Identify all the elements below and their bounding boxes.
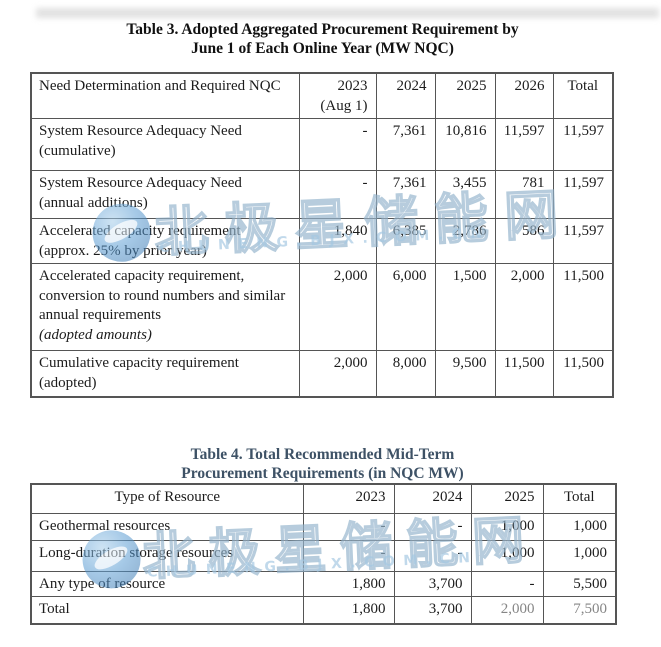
table3-title: Table 3. Adopted Aggregated Procurement …	[30, 21, 615, 59]
row-label: Geothermal resources	[30, 512, 304, 541]
table-row: Any type of resource 1,800 3,700 - 5,500	[30, 570, 617, 597]
cell-value: 3,455	[434, 170, 496, 219]
scan-artifact-band	[36, 8, 659, 18]
row-label-sub: (annual additions)	[39, 194, 148, 211]
table4-header-total: Total	[542, 483, 617, 514]
cell-value: 5,500	[542, 570, 617, 597]
cell-value: 1,000	[470, 539, 544, 572]
cell-value: 9,500	[434, 350, 496, 397]
cell-value: 6,000	[375, 263, 436, 351]
row-label-sub: (adopted)	[39, 374, 97, 391]
cell-value: 7,361	[375, 170, 436, 219]
cell-value: 6,385	[375, 218, 436, 264]
table3-header-2023-year: 2023	[337, 78, 368, 94]
cell-value: 2,786	[434, 218, 496, 264]
table3-header-2025: 2025	[434, 72, 496, 119]
table3-header-2026: 2026	[494, 72, 554, 119]
row-label-text: System Resource Adequacy Need	[39, 175, 242, 191]
cell-value: 781	[494, 170, 554, 219]
table3-header-2023: 2023 (Aug 1)	[298, 72, 377, 119]
table4-title-line2: Procurement Requirements (in NQC MW)	[181, 464, 464, 482]
table3-header-2024: 2024	[375, 72, 436, 119]
table-row: Long-duration storage resources - - 1,00…	[30, 539, 617, 572]
cell-value: 1,800	[302, 570, 395, 597]
cell-value: 11,597	[494, 118, 554, 171]
cell-value: 1,840	[298, 218, 377, 264]
cell-value: 7,500	[542, 596, 617, 624]
table4-header-row: Type of Resource 2023 2024 2025 Total	[30, 483, 617, 514]
row-label: Cumulative capacity requirement (adopted…	[30, 350, 300, 397]
table4-header-2025: 2025	[470, 483, 544, 514]
row-label: Total	[30, 596, 304, 624]
cell-value: 3,700	[393, 596, 472, 624]
table-row: Accelerated capacity requirement, conver…	[30, 263, 614, 351]
table-row: Cumulative capacity requirement (adopted…	[30, 350, 614, 397]
row-label-text: Accelerated capacity requirement	[39, 223, 241, 239]
cell-value: -	[393, 512, 472, 541]
row-label: Long-duration storage resources	[30, 539, 304, 572]
cell-value: 586	[494, 218, 554, 264]
cell-value: -	[393, 539, 472, 572]
table3-title-line1: Table 3. Adopted Aggregated Procurement …	[126, 21, 519, 38]
cell-value: 11,597	[552, 170, 614, 219]
row-label-sub: (cumulative)	[39, 142, 116, 159]
cell-value: 10,816	[434, 118, 496, 171]
cell-value: 11,597	[552, 118, 614, 171]
cell-value: 2,000	[298, 263, 377, 351]
row-label: Any type of resource	[30, 570, 304, 597]
table4-title: Table 4. Total Recommended Mid-Term Proc…	[30, 446, 615, 484]
table-row: System Resource Adequacy Need (annual ad…	[30, 170, 614, 219]
cell-value: 2,000	[298, 350, 377, 397]
row-label-sub: (approx. 25% by prior year)	[39, 242, 207, 259]
cell-value: 1,000	[470, 512, 544, 541]
table3-title-line2: June 1 of Each Online Year (MW NQC)	[191, 39, 454, 57]
table4-header-2024: 2024	[393, 483, 472, 514]
cell-value: -	[298, 118, 377, 171]
table-row: Accelerated capacity requirement (approx…	[30, 218, 614, 264]
row-label: Accelerated capacity requirement (approx…	[30, 218, 300, 264]
cell-value: 3,700	[393, 570, 472, 597]
row-label: System Resource Adequacy Need (annual ad…	[30, 170, 300, 219]
table-row-total: Total 1,800 3,700 2,000 7,500	[30, 596, 617, 624]
cell-value: -	[302, 512, 395, 541]
cell-value: 1,500	[434, 263, 496, 351]
row-label: System Resource Adequacy Need (cumulativ…	[30, 118, 300, 171]
table4-header-label: Type of Resource	[30, 483, 304, 514]
row-label-text: System Resource Adequacy Need	[39, 123, 242, 139]
cell-value: 11,597	[552, 218, 614, 264]
cell-value: 2,000	[494, 263, 554, 351]
table-row: System Resource Adequacy Need (cumulativ…	[30, 118, 614, 171]
table4-title-line1: Table 4. Total Recommended Mid-Term	[190, 446, 455, 463]
table-row: Geothermal resources - - 1,000 1,000	[30, 512, 617, 541]
row-label: Accelerated capacity requirement, conver…	[30, 263, 300, 351]
row-label-text: Cumulative capacity requirement	[39, 355, 239, 371]
cell-value: 2,000	[470, 596, 544, 624]
cell-value: 8,000	[375, 350, 436, 397]
cell-value: -	[302, 539, 395, 572]
cell-value: 1,000	[542, 512, 617, 541]
cell-value: 1,800	[302, 596, 395, 624]
cell-value: 11,500	[552, 263, 614, 351]
table3-header-total: Total	[552, 72, 614, 119]
table4-header-2023: 2023	[302, 483, 395, 514]
table4-midterm-procurement: Type of Resource 2023 2024 2025 Total Ge…	[30, 483, 617, 625]
table3-header-row: Need Determination and Required NQC 2023…	[30, 72, 614, 119]
cell-value: 11,500	[494, 350, 554, 397]
cell-value: 1,000	[542, 539, 617, 572]
cell-value: -	[298, 170, 377, 219]
row-label-text: Accelerated capacity requirement, conver…	[39, 268, 286, 323]
row-label-sub: (adopted amounts)	[39, 326, 152, 343]
table3-header-label: Need Determination and Required NQC	[30, 72, 300, 119]
cell-value: -	[470, 570, 544, 597]
table3-header-2023-sub: (Aug 1)	[320, 97, 368, 114]
cell-value: 11,500	[552, 350, 614, 397]
table3-adopted-procurement: Need Determination and Required NQC 2023…	[30, 72, 614, 398]
cell-value: 7,361	[375, 118, 436, 171]
